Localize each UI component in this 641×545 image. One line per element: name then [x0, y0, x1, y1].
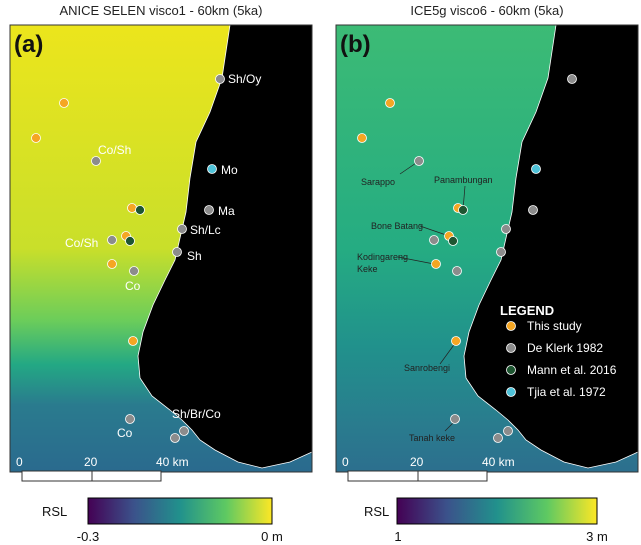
site-point [91, 156, 101, 166]
panel-title: ICE5g visco6 - 60km (5ka) [410, 3, 563, 18]
site-label: Sh/Br/Co [172, 407, 221, 421]
site-label: Co/Sh [65, 236, 98, 250]
legend-entry: De Klerk 1982 [527, 341, 603, 355]
scale-label: 20 [410, 455, 424, 469]
site-point [31, 133, 41, 143]
panel-label: (a) [14, 31, 43, 58]
site-label: Panambungan [434, 175, 493, 185]
site-point [385, 98, 395, 108]
sites [357, 74, 577, 443]
sites [31, 74, 225, 443]
scale-label: 0 [342, 455, 349, 469]
site-label: Ma [218, 204, 235, 218]
colorbar-label: RSL [42, 504, 67, 519]
site-point [531, 164, 541, 174]
site-point [528, 205, 538, 215]
site-point [128, 336, 138, 346]
site-label: Sanrobengi [404, 363, 450, 373]
site-point [496, 247, 506, 257]
scale-bar [91, 470, 162, 482]
site-label: Co/Sh [98, 143, 131, 157]
colorbar [396, 497, 598, 525]
site-label: Sh/Oy [228, 72, 261, 86]
site-point [501, 224, 511, 234]
site-point [177, 224, 187, 234]
site-point [567, 74, 577, 84]
site-label: Bone Batang [371, 221, 423, 231]
colorbar-tick: 1 [394, 529, 401, 544]
site-label: Sh/Lc [190, 223, 221, 237]
site-point [207, 164, 217, 174]
scale-label: 40 km [156, 455, 189, 469]
scale-label: 40 km [482, 455, 515, 469]
legend-entry: This study [527, 319, 582, 333]
site-label: Kodingareng [357, 252, 408, 262]
legend-entry: Tjia et al. 1972 [527, 385, 606, 399]
site-label: Sh [187, 249, 202, 263]
site-point [135, 205, 145, 215]
site-point [493, 433, 503, 443]
colorbar-tick: 0 m [261, 529, 283, 544]
site-point [503, 426, 513, 436]
site-point [452, 266, 462, 276]
legend-title: LEGEND [500, 303, 554, 318]
legend-swatch [506, 387, 516, 397]
scale-bar [347, 470, 419, 482]
site-point [458, 205, 468, 215]
site-point [451, 336, 461, 346]
site-point [107, 259, 117, 269]
site-label: Co [125, 279, 141, 293]
site-point [107, 235, 117, 245]
site-point [431, 259, 441, 269]
colorbar-tick: -0.3 [77, 529, 99, 544]
legend-swatch [506, 365, 516, 375]
colorbar [87, 497, 273, 525]
site-point [129, 266, 139, 276]
site-point [357, 133, 367, 143]
legend-swatch [506, 321, 516, 331]
site-label: Tanah keke [409, 433, 455, 443]
panel-label: (b) [340, 31, 371, 58]
site-point [59, 98, 69, 108]
site-point [172, 247, 182, 257]
legend-swatch [506, 343, 516, 353]
site-point [414, 156, 424, 166]
colorbar-tick: 3 m [586, 529, 608, 544]
site-point [179, 426, 189, 436]
site-point [448, 236, 458, 246]
panel-b: ICE5g visco6 - 60km (5ka) (b) Sarappo Pa… [335, 3, 639, 544]
site-point [450, 414, 460, 424]
site-point [170, 433, 180, 443]
colorbar-label: RSL [364, 504, 389, 519]
scale-bar [21, 470, 93, 482]
scale-label: 20 [84, 455, 98, 469]
panel-title: ANICE SELEN visco1 - 60km (5ka) [59, 3, 262, 18]
scale-label: 0 [16, 455, 23, 469]
site-point [125, 236, 135, 246]
legend: LEGEND This study De Klerk 1982 Mann et … [500, 303, 617, 399]
legend-entry: Mann et al. 2016 [527, 363, 617, 377]
leader-lines [397, 160, 466, 432]
panel-a: ANICE SELEN visco1 - 60km (5ka) (a) Sh/O… [9, 3, 313, 544]
site-label: Co [117, 426, 133, 440]
site-point [127, 203, 137, 213]
site-label: Keke [357, 264, 378, 274]
site-label: Sarappo [361, 177, 395, 187]
scale-bar [417, 470, 488, 482]
site-point [215, 74, 225, 84]
site-point [429, 235, 439, 245]
site-point [204, 205, 214, 215]
site-point [125, 414, 135, 424]
site-label: Mo [221, 163, 238, 177]
